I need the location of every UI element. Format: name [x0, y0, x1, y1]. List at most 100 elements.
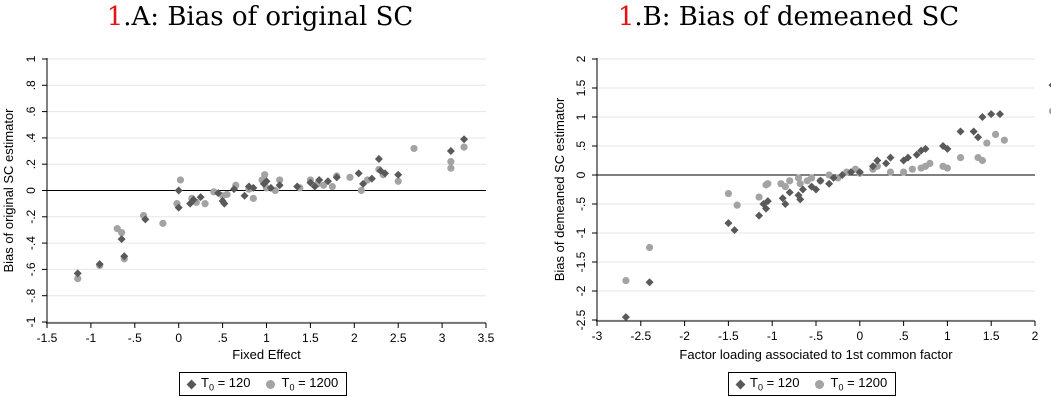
x-tick-label: -2.5 [630, 329, 651, 343]
data-point-t1200 [781, 183, 789, 191]
y-tick-label: -.5 [574, 197, 588, 211]
x-tick-label: 2 [351, 331, 358, 345]
data-point-t120 [196, 193, 205, 202]
data-point-t120 [240, 191, 249, 200]
y-tick-label: .5 [574, 141, 588, 151]
legend-a: T0 = 120 T0 = 1200 [179, 372, 348, 396]
data-point-t120 [117, 235, 126, 244]
x-tick-label: 1.5 [302, 331, 319, 345]
data-point-t1200 [261, 171, 269, 179]
data-point-t120 [230, 185, 239, 194]
legend-label-t1200: T0 = 1200 [830, 375, 888, 393]
data-point-t1200 [159, 219, 167, 227]
data-point-t1200 [357, 186, 365, 195]
y-tick-label: 0 [24, 187, 38, 194]
data-point-t1200 [983, 139, 991, 147]
x-axis-title: Factor loading associated to 1st common … [679, 347, 953, 362]
x-tick-label: -3 [592, 329, 603, 343]
data-point-t120 [374, 154, 383, 163]
y-tick-label: -.2 [24, 209, 38, 223]
data-point-t1200 [201, 200, 209, 208]
y-tick-label: .2 [24, 159, 38, 169]
title-number-b: 1 [617, 2, 635, 32]
data-point-t120 [367, 174, 376, 183]
data-point-t1200 [645, 243, 654, 252]
x-tick-label: 1 [263, 331, 270, 345]
data-point-t1200 [249, 194, 257, 202]
data-point-t120 [798, 185, 807, 194]
data-point-t120 [446, 147, 455, 156]
x-tick-label: 0 [856, 329, 863, 343]
y-tick-label: 1.5 [574, 79, 588, 96]
data-point-t120 [943, 144, 952, 153]
data-point-t1200 [943, 164, 951, 172]
data-point-t1200 [176, 176, 185, 184]
data-point-t120 [855, 168, 864, 177]
data-point-t120 [956, 127, 965, 136]
data-point-t1200 [873, 162, 881, 170]
data-point-t120 [275, 181, 284, 190]
data-point-t1200 [755, 193, 763, 201]
data-point-t120 [315, 175, 324, 184]
diamond-icon [735, 379, 746, 389]
data-point-t120 [293, 182, 302, 191]
data-point-t1200 [724, 189, 732, 198]
x-tick-label: 0 [175, 331, 182, 345]
data-point-t1200 [978, 156, 987, 165]
data-point-t120 [785, 188, 794, 197]
circle-icon [815, 379, 825, 389]
data-point-t120 [838, 171, 847, 179]
scatter-plot-b: -2.5-2-1.5-1-.50.511.52-3 -2.5 -2 -1.5 -1 -.5… [552, 55, 1051, 362]
x-tick-label: 2 [1032, 329, 1039, 343]
data-point-t120 [394, 170, 403, 179]
y-tick-label: 1 [24, 55, 38, 62]
data-point-t120 [921, 144, 930, 153]
data-point-t120 [969, 127, 978, 136]
x-tick-label: -1.5 [718, 329, 739, 343]
legend-item-t120: T0 = 120 [186, 375, 250, 393]
data-point-t1200 [276, 176, 284, 184]
data-point-t120 [796, 195, 805, 204]
data-point-t120 [266, 183, 275, 192]
data-point-t120 [847, 168, 856, 177]
y-tick-label: .6 [24, 106, 38, 116]
data-point-t120 [724, 219, 733, 228]
data-point-t1200 [460, 143, 468, 151]
data-point-t120 [262, 177, 271, 186]
x-tick-label: 1 [944, 329, 951, 343]
data-point-t1200 [447, 164, 455, 172]
data-point-t1200 [733, 201, 741, 209]
data-point-t1200 [622, 276, 630, 285]
data-point-t1200 [908, 165, 916, 173]
circle-icon [266, 379, 276, 389]
data-point-t120 [645, 278, 654, 287]
legend-item-t1200: T0 = 1200 [815, 375, 887, 393]
y-axis-title: Bias of demeaned SC estimator [552, 97, 567, 281]
data-point-t120 [621, 313, 630, 322]
data-point-t120 [141, 215, 150, 224]
data-point-t120 [220, 199, 229, 208]
x-tick-label: 1.5 [983, 329, 1000, 343]
data-point-t120 [306, 178, 315, 187]
data-point-t1200 [118, 228, 126, 237]
data-point-t1200 [328, 182, 336, 191]
data-point-t120 [778, 194, 787, 203]
data-point-t120 [174, 203, 183, 212]
legend-item-t1200: T0 = 1200 [266, 375, 338, 393]
scatter-plot-a: -1 -.8 -.6 -.4 -.2 0 .2 .4 .6 .8 1 -1.5 -1 -.5 0 .5 1 1.5… [1, 55, 495, 362]
data-point-t120 [189, 195, 198, 204]
data-point-t1200 [926, 159, 934, 167]
data-point-t1200 [808, 174, 816, 182]
panel-b: 1.B: Bias of demeaned SC -2.5 -2 -1.5 -1 -.5… [526, 0, 1051, 398]
data-point-t120 [730, 226, 739, 235]
data-point-t120 [354, 169, 363, 178]
x-tick-label: 3.5 [478, 331, 495, 345]
data-point-t120 [912, 150, 921, 159]
data-point-t120 [882, 159, 891, 168]
y-tick-label: .8 [24, 80, 38, 90]
data-point-t120 [978, 113, 987, 121]
x-tick-label: -1 [767, 329, 778, 343]
data-point-t120 [1048, 82, 1051, 88]
x-axis-title: Fixed Effect [232, 347, 301, 362]
x-tick-label: -2 [679, 329, 690, 343]
